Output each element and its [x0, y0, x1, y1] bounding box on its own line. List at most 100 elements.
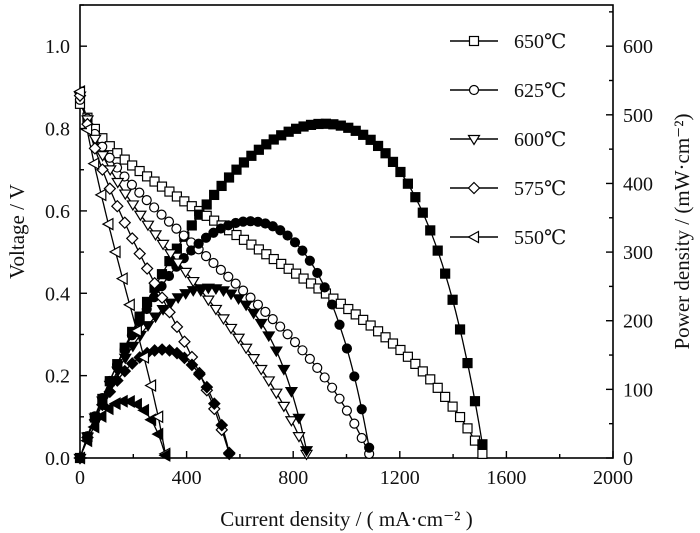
x-tick-label: 1200	[380, 467, 420, 489]
voltage-point	[87, 157, 100, 171]
power-point	[477, 439, 488, 450]
power-point	[326, 299, 338, 310]
y2-tick-label: 600	[623, 36, 653, 58]
power-point	[454, 324, 466, 335]
power-point	[239, 300, 253, 312]
y2-tick-label: 400	[623, 173, 653, 195]
voltage-point	[126, 179, 137, 190]
power-point	[130, 397, 142, 411]
voltage-point	[164, 249, 178, 260]
power-point	[417, 207, 428, 218]
legend-marker	[467, 181, 481, 195]
power-point	[141, 303, 152, 315]
power-point	[185, 358, 199, 372]
y2-axis-title: Power density / (mW·cm⁻²)	[670, 113, 694, 349]
voltage-point	[284, 416, 298, 427]
power-point	[193, 238, 204, 249]
voltage-point	[144, 379, 157, 393]
voltage-point	[238, 285, 249, 296]
power-point	[171, 293, 185, 305]
power-point	[292, 413, 306, 425]
voltage-point	[252, 299, 264, 310]
voltage-point	[134, 187, 145, 198]
voltage-point	[156, 239, 170, 251]
y2-tick-label: 300	[623, 242, 653, 264]
voltage-point	[319, 372, 330, 383]
voltage-point	[178, 230, 189, 241]
voltage-point	[156, 209, 167, 220]
voltage-point	[163, 305, 176, 319]
power-point	[171, 243, 182, 254]
voltage-point	[108, 245, 121, 259]
voltage-point	[260, 306, 271, 317]
voltage-point	[104, 152, 115, 163]
x-tick-label: 400	[172, 467, 202, 489]
power-point	[215, 418, 229, 432]
voltage-point	[365, 320, 376, 331]
voltage-point	[125, 232, 139, 245]
voltage-point	[350, 309, 361, 320]
legend-marker	[468, 35, 480, 47]
voltage-point	[231, 333, 246, 345]
power-point	[194, 284, 208, 296]
power-point	[125, 357, 139, 370]
voltage-point	[215, 264, 226, 275]
voltage-point	[223, 271, 234, 282]
voltage-point	[277, 401, 291, 413]
voltage-point	[112, 148, 123, 159]
power-point	[341, 343, 353, 354]
power-point	[164, 298, 178, 310]
voltage-point	[133, 210, 147, 222]
power-point	[170, 346, 184, 360]
power-point	[395, 166, 406, 178]
y2-tick-label: 500	[623, 105, 653, 127]
voltage-point	[88, 134, 102, 146]
voltage-point	[101, 217, 114, 231]
power-point	[200, 380, 214, 394]
legend-label: 575℃	[514, 178, 566, 200]
voltage-point	[417, 366, 428, 377]
voltage-point	[312, 362, 323, 373]
voltage-point	[118, 189, 132, 201]
power-point	[269, 346, 283, 358]
power-point	[275, 225, 286, 236]
power-point	[209, 189, 220, 201]
power-point	[148, 312, 163, 324]
power-point	[207, 397, 221, 411]
voltage-point	[155, 291, 169, 305]
x-tick-label: 800	[278, 467, 308, 489]
voltage-point	[402, 351, 413, 362]
power-point	[137, 403, 150, 417]
power-point	[253, 144, 264, 155]
power-point	[356, 404, 367, 415]
power-point	[247, 308, 261, 320]
voltage-point	[440, 391, 451, 402]
voltage-point	[395, 344, 406, 356]
voltage-point	[230, 278, 241, 289]
power-point	[402, 178, 413, 189]
voltage-point	[170, 320, 184, 334]
power-point	[289, 237, 301, 248]
voltage-point	[126, 200, 140, 212]
voltage-point	[372, 326, 384, 337]
voltage-point	[201, 295, 215, 307]
voltage-point	[477, 448, 488, 459]
power-point	[282, 230, 293, 241]
voltage-point	[208, 257, 219, 269]
voltage-point	[103, 182, 117, 195]
legend-label: 600℃	[514, 129, 566, 151]
power-point	[151, 427, 164, 441]
power-point	[101, 402, 114, 416]
power-point	[432, 245, 443, 256]
voltage-point	[178, 335, 191, 349]
voltage-point	[96, 151, 110, 162]
legend-label: 625℃	[514, 80, 566, 102]
power-point	[299, 446, 314, 457]
voltage-point	[80, 123, 93, 137]
power-point	[231, 294, 246, 305]
voltage-point	[148, 276, 161, 290]
x-tick-label: 1600	[486, 467, 526, 489]
power-point	[312, 267, 323, 279]
power-point	[231, 164, 242, 175]
voltage-point	[358, 314, 369, 325]
